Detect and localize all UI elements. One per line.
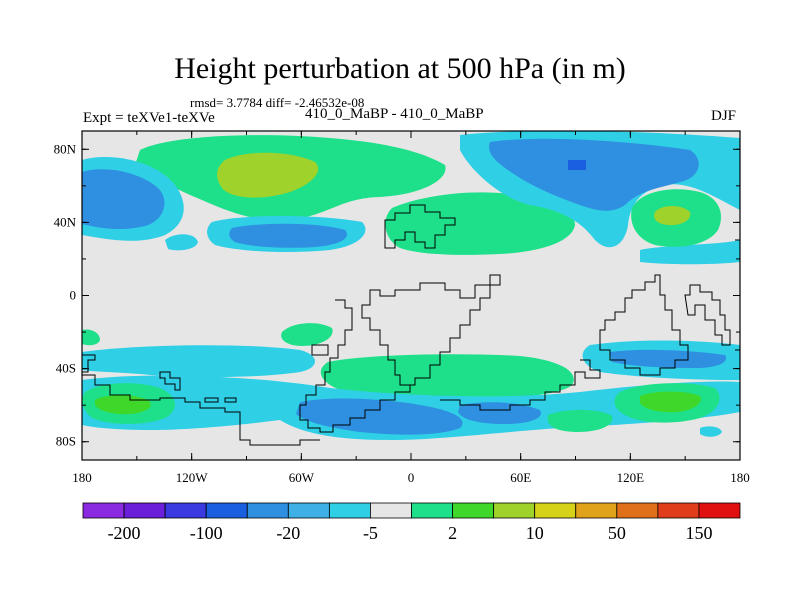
contour-positive-south-east-strong [640, 391, 701, 413]
colorbar: -200 -100 -20 -5 2 10 50 150 [82, 502, 741, 543]
colorbar-label: -200 [108, 523, 141, 543]
comparison-subtitle: 410_0_MaBP - 410_0_MaBP [305, 106, 484, 122]
colorbar-swatch [246, 502, 289, 519]
contour-negative-west-strong [82, 169, 165, 230]
contour-positive-south-edge [82, 329, 100, 346]
coastline-south-pacific-islands [159, 371, 181, 391]
coastline-americas [299, 299, 411, 433]
coastline-africa [361, 274, 501, 386]
colorbar-label: -5 [363, 523, 378, 543]
chart-title: Height perturbation at 500 hPa (in m) [174, 52, 626, 85]
contour-negative-small [165, 234, 198, 251]
contour-negative-south-strong-2 [458, 402, 541, 424]
colorbar-swatch [205, 502, 248, 519]
colorbar-swatch [411, 502, 453, 519]
contour-fill-layer [82, 131, 740, 440]
experiment-label: Expt = teXVe1-teXVe [83, 110, 215, 126]
colorbar-label: 2 [448, 523, 457, 543]
colorbar-swatch [328, 502, 371, 519]
y-tick-label: 80N [54, 141, 77, 156]
contour-negative-east-edge [640, 240, 740, 265]
contour-negative-south-strong [296, 398, 463, 435]
colorbar-swatch [287, 502, 330, 519]
x-tick-label: 120E [617, 470, 645, 485]
y-tick-label: 40S [56, 361, 76, 376]
colorbar-swatch [534, 502, 577, 519]
colorbar-swatch [575, 502, 618, 519]
colorbar-label: 150 [685, 523, 712, 543]
contour-negative-south-west [82, 345, 315, 377]
colorbar-swatch [452, 502, 495, 519]
rmsd-diff-label: rmsd= 3.7784 diff= -2.46532e-08 [190, 95, 365, 110]
x-tick-label: 180 [72, 470, 92, 485]
contour-positive-south-central [320, 354, 574, 398]
colorbar-label: -100 [190, 523, 223, 543]
x-tick-label: 0 [408, 470, 415, 485]
y-tick-label: 40N [54, 214, 77, 229]
contour-positive-central [385, 192, 575, 255]
colorbar-swatch [698, 502, 741, 519]
contour-positive-northeast-strong [654, 206, 691, 226]
contour-negative-west-2-strong [229, 223, 347, 248]
coastline-australia [599, 274, 689, 376]
x-axis: 180 120W 60W 0 60E 120E 180 [72, 131, 750, 485]
colorbar-swatch [616, 502, 659, 519]
x-tick-label: 180 [730, 470, 750, 485]
colorbar-swatch [493, 502, 536, 519]
colorbar-swatch [370, 502, 412, 519]
contour-positive-north-strong [217, 152, 319, 198]
contour-negative-antarctic-small [700, 426, 722, 437]
coastline-central-america [311, 344, 329, 356]
coastline-new-zealand [684, 284, 731, 346]
y-tick-label: 0 [70, 288, 77, 303]
season-label: DJF [711, 108, 737, 124]
contour-negative-south-east-strong [610, 349, 727, 368]
y-tick-label: 80S [56, 434, 76, 449]
colorbar-label: 50 [608, 523, 626, 543]
colorbar-swatch [82, 502, 125, 519]
x-tick-label: 120W [176, 470, 209, 485]
x-tick-label: 60E [510, 470, 531, 485]
colorbar-swatch [657, 502, 700, 519]
coastline-southeast-asia [440, 359, 601, 411]
coastline-west-edge [82, 354, 96, 373]
coastline-east-edge [735, 239, 740, 360]
colorbar-swatch [164, 502, 207, 519]
contour-positive-south-small [281, 323, 333, 346]
coastline-layer [82, 204, 740, 446]
contour-positive-antarctic [547, 409, 613, 432]
colorbar-swatch [123, 502, 166, 519]
contour-negative-northeast-core [568, 160, 586, 170]
contour-negative-northeast-strong [489, 138, 699, 211]
coastline-antarctica [82, 374, 320, 446]
x-tick-label: 60W [289, 470, 315, 485]
coastline-islands-small [204, 397, 237, 403]
coastline-europe [384, 204, 456, 249]
colorbar-label: 10 [526, 523, 544, 543]
colorbar-label: -20 [276, 523, 300, 543]
y-axis: 80N 40N 0 40S 80S [54, 141, 740, 449]
